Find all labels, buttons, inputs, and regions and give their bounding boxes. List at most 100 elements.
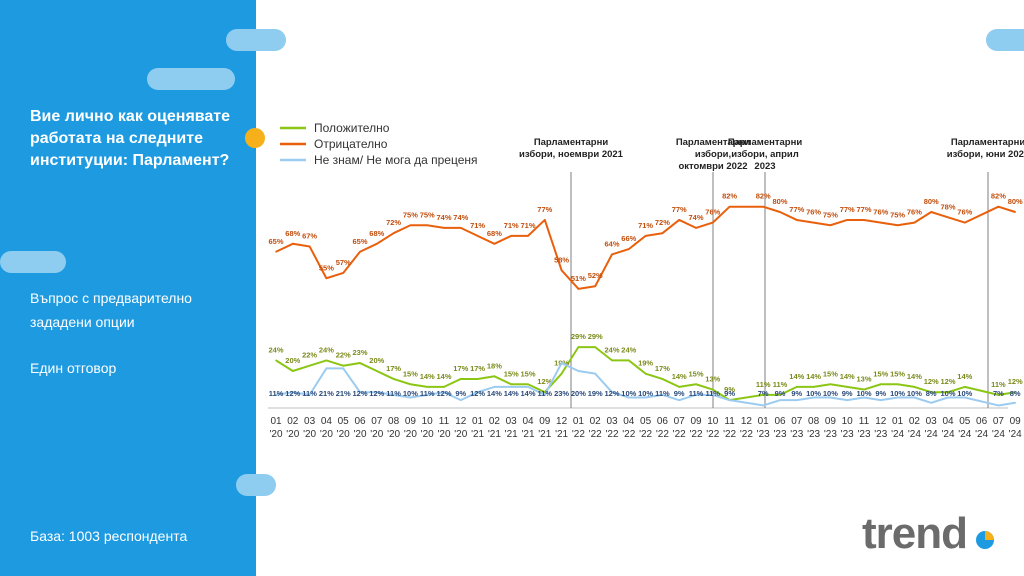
data-label: 71% (638, 221, 653, 230)
legend-label-positive: Положително (314, 121, 390, 135)
x-tick-month: 06 (774, 416, 786, 427)
election-label: избори, юни 2024 (947, 149, 1024, 160)
data-label: 76% (873, 208, 888, 217)
data-label: 14% (420, 372, 435, 381)
x-tick-month: 08 (388, 416, 400, 427)
x-tick-year: '24 (891, 429, 904, 440)
data-label: 22% (302, 351, 317, 360)
data-label: 74% (688, 213, 703, 222)
data-point (812, 386, 815, 388)
data-label: 19% (588, 389, 603, 398)
data-label: 21% (319, 389, 334, 398)
x-tick-month: 04 (623, 416, 635, 427)
x-tick-year: '22 (723, 429, 736, 440)
x-tick-year: '20 (404, 429, 417, 440)
data-label: 75% (420, 210, 435, 219)
data-label: 10% (806, 389, 821, 398)
data-point (376, 243, 378, 245)
data-point (661, 394, 664, 396)
data-point (947, 216, 949, 219)
data-point (476, 378, 479, 380)
data-point (829, 383, 832, 386)
data-point (493, 375, 496, 378)
x-tick-year: '23 (874, 429, 887, 440)
x-tick-year: '20 (320, 429, 333, 440)
data-point (577, 370, 580, 372)
data-label: 19% (638, 359, 653, 368)
data-point (678, 219, 680, 221)
question-title: Вие лично как оценявате работата на след… (30, 108, 231, 169)
data-point (443, 391, 445, 394)
data-point (947, 396, 949, 399)
data-label: 82% (722, 192, 737, 201)
data-label: 82% (756, 192, 771, 201)
data-label: 76% (957, 208, 972, 217)
data-point (342, 367, 345, 370)
data-label: 24% (268, 345, 283, 354)
data-label: 11% (420, 389, 435, 398)
x-tick-year: '22 (656, 429, 669, 440)
x-tick-labels: 01'2002'2003'2004'2005'2006'2007'2008'20… (269, 416, 1022, 440)
data-point (560, 269, 563, 272)
data-label: 10% (957, 389, 972, 398)
data-point (560, 362, 563, 364)
data-label: 15% (504, 369, 519, 378)
x-tick-year: '21 (471, 429, 484, 440)
legend-label-negative: Отрицателно (314, 137, 388, 151)
data-label: 65% (352, 237, 367, 246)
data-label: 11% (269, 389, 284, 398)
data-label: 9% (842, 389, 853, 398)
x-tick-month: 09 (690, 416, 702, 427)
data-label: 20% (571, 389, 586, 398)
data-label: 52% (588, 271, 603, 280)
data-label: 24% (319, 345, 334, 354)
x-tick-year: '21 (538, 429, 551, 440)
data-point (947, 391, 949, 394)
data-point (476, 235, 479, 237)
data-point (460, 227, 462, 229)
data-point (812, 221, 815, 224)
data-point (913, 386, 916, 388)
data-point (930, 211, 932, 213)
data-label: 11% (705, 389, 720, 398)
election-label: избори, април (731, 149, 799, 160)
data-label: 9% (791, 389, 802, 398)
data-label: 64% (604, 239, 619, 248)
x-tick-year: '24 (941, 429, 954, 440)
data-point (913, 396, 916, 399)
data-label: 11% (386, 389, 401, 398)
data-point (964, 221, 966, 224)
data-label: 12% (940, 377, 955, 386)
data-point (409, 224, 412, 227)
data-label: 12% (537, 377, 552, 386)
data-point (678, 386, 680, 388)
data-point (728, 205, 731, 208)
data-label: 10% (638, 389, 653, 398)
data-label: 12% (1008, 377, 1023, 386)
data-point (594, 285, 596, 288)
x-tick-month: 03 (606, 416, 618, 427)
data-label: 58% (554, 255, 569, 264)
data-label: 21% (336, 389, 351, 398)
x-tick-month: 02 (489, 416, 501, 427)
data-label: 17% (453, 364, 468, 373)
x-tick-month: 07 (371, 416, 383, 427)
x-tick-year: '23 (757, 429, 770, 440)
data-label: 14% (907, 372, 922, 381)
data-label: 9% (674, 389, 685, 398)
x-tick-month: 12 (455, 416, 467, 427)
data-label: 68% (369, 229, 384, 238)
data-point (829, 396, 832, 399)
data-point (880, 399, 882, 401)
data-point (359, 362, 361, 364)
x-tick-month: 11 (859, 416, 870, 427)
data-point (628, 248, 630, 250)
data-label: 18% (487, 361, 502, 370)
x-tick-year: '20 (303, 429, 316, 440)
data-point (292, 370, 294, 372)
data-label: 10% (621, 389, 636, 398)
data-point (896, 383, 899, 386)
data-point (275, 359, 277, 362)
data-point (1014, 211, 1016, 213)
